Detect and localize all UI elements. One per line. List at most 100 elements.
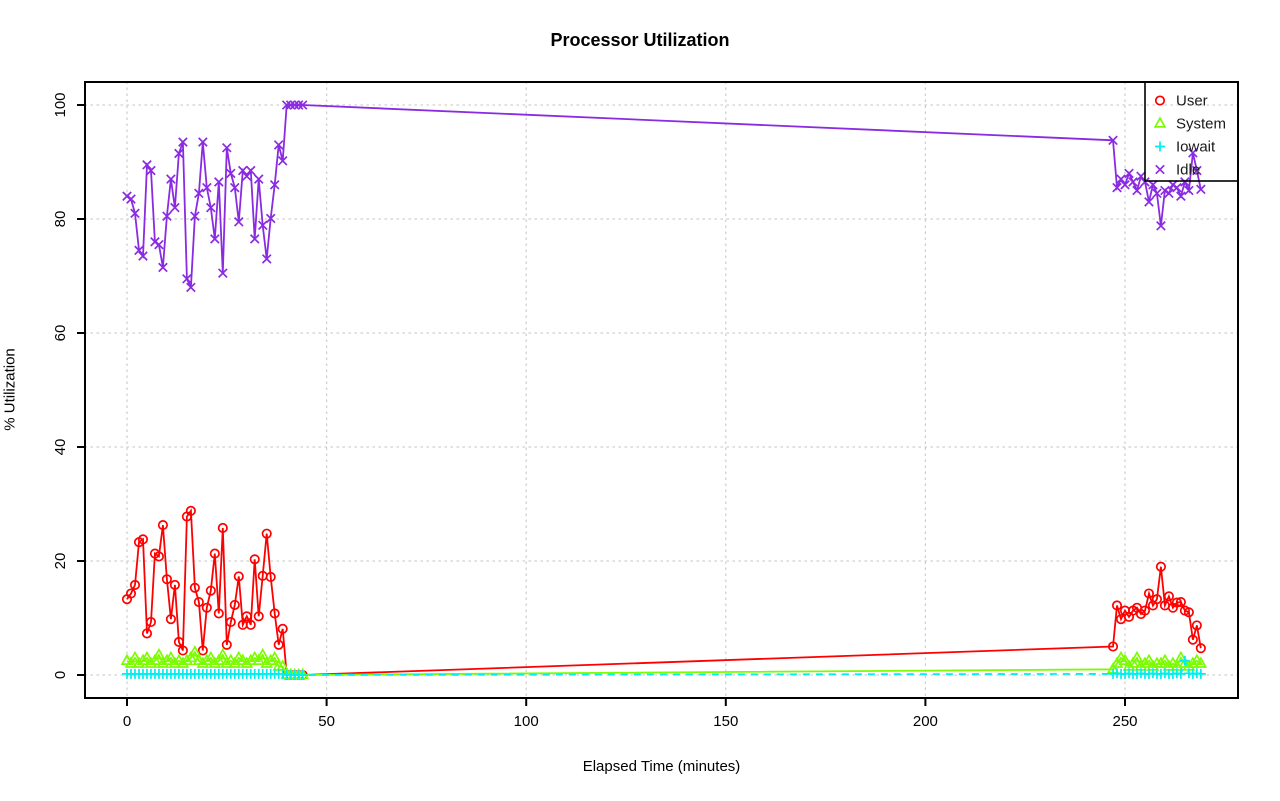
legend-label-iowait: Iowait [1176,139,1216,156]
user-marker [125,588,137,599]
system-marker [1130,650,1144,663]
system-marker [1118,653,1132,665]
system-marker [1110,656,1124,668]
system-marker [1194,656,1208,668]
idle-marker [126,194,136,204]
iowait-marker [297,670,308,680]
iowait-marker [1195,668,1206,679]
idle-marker [174,148,184,159]
user-marker [157,520,168,531]
user-marker [145,616,157,628]
system-marker [188,645,202,657]
user-marker [177,645,188,656]
idle-marker [182,274,192,284]
idle-marker [134,245,144,256]
idle-marker [214,177,224,187]
system-marker [212,653,226,665]
system-marker [168,656,182,668]
idle-marker [221,142,232,153]
idle-marker [277,156,288,166]
system-marker [268,650,282,663]
system-marker [1158,653,1172,665]
legend-label-idle: Idle [1176,162,1200,179]
user-marker [1107,641,1119,652]
user-marker [245,619,256,630]
user-marker [141,628,153,639]
idle-marker [162,211,172,221]
user-marker [1163,591,1174,602]
idle-marker [138,251,148,261]
idle-marker [245,165,256,176]
x-tick-label: 0 [123,713,131,730]
x-tick-label: 250 [1112,713,1137,730]
user-marker [229,599,240,610]
system-marker [124,656,138,668]
system-marker [180,653,194,665]
user-marker [1111,600,1123,611]
user-marker [1151,594,1162,605]
series-iowait [122,655,1206,680]
user-marker [161,574,172,585]
system-marker [256,647,270,660]
series-line-user [126,508,1202,676]
system-marker [240,656,254,668]
idle-marker [229,182,240,193]
idle-marker [154,239,164,250]
idle-marker [1180,177,1190,187]
x-tick-label: 50 [318,713,335,730]
system-marker [136,653,150,665]
system-marker [1153,116,1167,128]
x-tick-label: 100 [514,713,539,730]
series-system [120,645,1208,680]
user-marker [173,636,184,647]
idle-marker [289,100,300,110]
user-marker [1183,607,1194,618]
idle-marker [1136,171,1146,182]
user-marker [273,639,284,650]
idle-marker [142,160,152,170]
idle-marker [1120,179,1130,190]
system-marker [216,647,230,660]
series-idle [122,100,1206,293]
idle-marker [269,179,280,190]
idle-marker [1155,164,1165,175]
system-marker [1154,656,1168,668]
idle-marker [210,234,220,244]
idle-marker [285,100,296,110]
user-marker [209,548,220,559]
system-marker [160,653,174,665]
idle-marker [198,137,208,147]
system-marker [228,656,242,668]
idle-marker [178,137,188,147]
system-marker [244,653,258,665]
system-marker [1138,656,1152,668]
x-tick-label: 150 [713,713,738,730]
idle-marker [253,174,264,184]
x-tick-label: 200 [913,713,938,730]
user-marker [277,623,288,634]
chart-title: Processor Utilization [550,30,730,50]
user-marker [189,582,200,593]
idle-marker [146,165,156,176]
user-marker [225,616,236,628]
system-marker [208,656,222,668]
series-user [121,505,1206,681]
y-tick-label: 80 [52,211,69,228]
user-marker [1195,643,1206,654]
idle-marker [1156,221,1166,231]
system-marker [128,650,142,663]
user-marker [1191,620,1202,631]
idle-marker [1176,191,1186,202]
idle-marker [237,165,248,176]
user-marker [129,579,141,590]
system-marker [164,650,178,663]
user-marker [213,608,224,619]
idle-marker [158,262,168,273]
system-marker [152,647,166,660]
user-marker [197,645,208,656]
user-marker [1187,634,1198,645]
idle-marker [1124,168,1134,179]
idle-marker [265,213,276,224]
